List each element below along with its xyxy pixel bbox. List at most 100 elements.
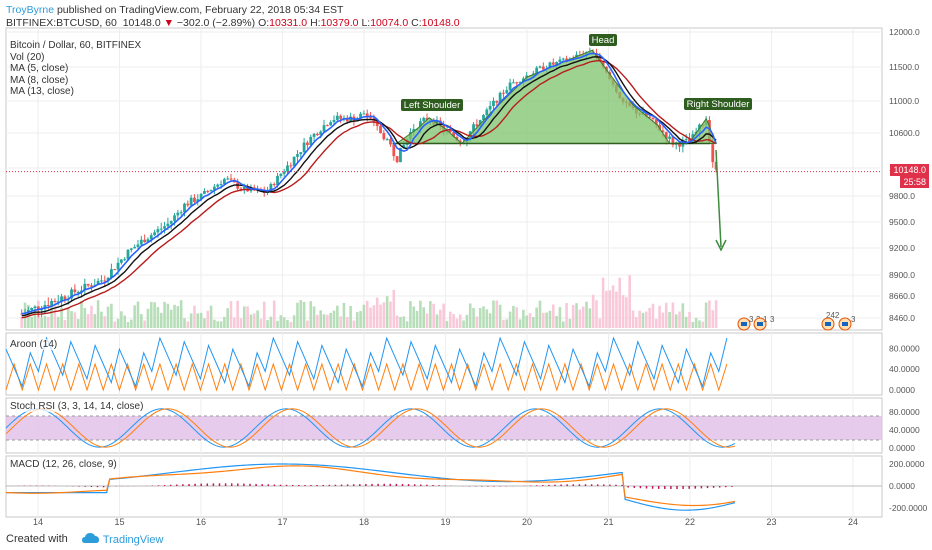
candle-body[interactable] [306,142,309,146]
candle-body[interactable] [535,67,539,74]
candle-body[interactable] [113,269,117,271]
candle-body[interactable] [392,144,396,157]
candle-body[interactable] [276,175,279,186]
candle-body[interactable] [644,112,648,117]
candle-body[interactable] [495,100,499,103]
candle-body[interactable] [229,178,233,180]
candle-body[interactable] [183,203,186,213]
candle-body[interactable] [206,191,210,193]
candle-body[interactable] [119,259,123,263]
candle-body[interactable] [322,125,326,132]
candle-body[interactable] [53,301,57,303]
candle-body[interactable] [156,229,160,233]
candle-body[interactable] [173,215,176,221]
candle-body[interactable] [203,191,206,194]
candle-body[interactable] [106,277,110,281]
candle-body[interactable] [389,139,392,145]
candle-body[interactable] [362,113,366,115]
candle-body[interactable] [548,62,552,69]
candle-body[interactable] [485,109,489,116]
candle-body[interactable] [80,290,83,292]
candle-body[interactable] [502,92,505,94]
candle-body[interactable] [395,156,399,163]
candle-body[interactable] [369,117,372,119]
candle-body[interactable] [83,283,87,291]
candle-body[interactable] [402,144,406,148]
candle-body[interactable] [129,248,133,250]
candle-body[interactable] [661,130,665,133]
candle-body[interactable] [684,139,688,141]
candle-body[interactable] [435,120,439,125]
candle-body[interactable] [292,156,296,166]
candle-body[interactable] [678,142,681,147]
event-markers[interactable]: 3 2 1 3 242 3 [737,311,856,331]
candle-body[interactable] [36,306,40,311]
candle-body[interactable] [133,246,137,249]
candle-body[interactable] [422,117,426,122]
candle-body[interactable] [325,125,329,127]
candle-body[interactable] [219,184,223,186]
event-flag[interactable] [838,317,852,331]
candle-body[interactable] [20,313,24,315]
candle-body[interactable] [239,188,243,190]
candle-body[interactable] [399,147,402,163]
tradingview-brand-link[interactable]: TradingView [82,533,163,546]
candle-body[interactable] [425,117,429,120]
candle-body[interactable] [355,118,359,122]
candle-body[interactable] [359,113,362,119]
candle-body[interactable] [668,136,671,139]
candle-body[interactable] [482,115,485,121]
candle-body[interactable] [199,193,203,200]
candle-body[interactable] [518,82,522,84]
candle-body[interactable] [654,119,658,125]
candle-body[interactable] [139,239,143,245]
price-axis[interactable]: 12000.011500.011000.010600.010200.09800.… [889,27,928,513]
candle-body[interactable] [159,228,163,230]
candle-body[interactable] [299,152,303,155]
candle-body[interactable] [272,184,276,186]
candle-body[interactable] [365,113,369,118]
candle-body[interactable] [332,119,336,123]
candle-body[interactable] [302,142,306,153]
candle-body[interactable] [664,132,668,139]
candle-body[interactable] [193,197,196,202]
candle-body[interactable] [242,186,246,190]
candle-body[interactable] [96,280,100,285]
candle-body[interactable] [448,130,452,133]
candle-body[interactable] [312,133,316,137]
time-axis[interactable]: 14 15 16 17 18 19 20 21 22 23 24 [33,517,858,527]
candle-body[interactable] [598,57,602,61]
candle-body[interactable] [126,249,130,260]
candle-body[interactable] [651,117,655,120]
candle-body[interactable] [492,100,495,107]
candle-body[interactable] [76,291,80,293]
candle-body[interactable] [478,120,482,127]
candle-body[interactable] [189,197,193,206]
candle-body[interactable] [335,115,339,120]
candle-body[interactable] [40,309,44,311]
candle-body[interactable] [505,90,509,94]
candle-body[interactable] [601,60,605,67]
candle-body[interactable] [472,124,475,132]
candle-body[interactable] [70,289,73,299]
candle-body[interactable] [555,61,559,65]
candle-body[interactable] [315,133,319,136]
candle-body[interactable] [100,280,103,282]
candle-body[interactable] [319,131,323,136]
candle-body[interactable] [222,179,226,185]
candle-body[interactable] [538,66,542,68]
candle-body[interactable] [475,124,479,127]
candle-body[interactable] [551,62,555,65]
candle-body[interactable] [339,115,343,119]
candle-body[interactable] [146,239,150,243]
event-flag[interactable] [737,317,751,331]
candle-body[interactable] [136,244,140,247]
candle-body[interactable] [60,296,63,302]
candle-body[interactable] [498,92,502,103]
candle-body[interactable] [186,203,190,206]
candle-body[interactable] [412,129,416,133]
candle-body[interactable] [179,212,183,214]
candle-body[interactable] [329,122,333,126]
candle-body[interactable] [418,121,422,129]
candle-body[interactable] [63,296,67,300]
